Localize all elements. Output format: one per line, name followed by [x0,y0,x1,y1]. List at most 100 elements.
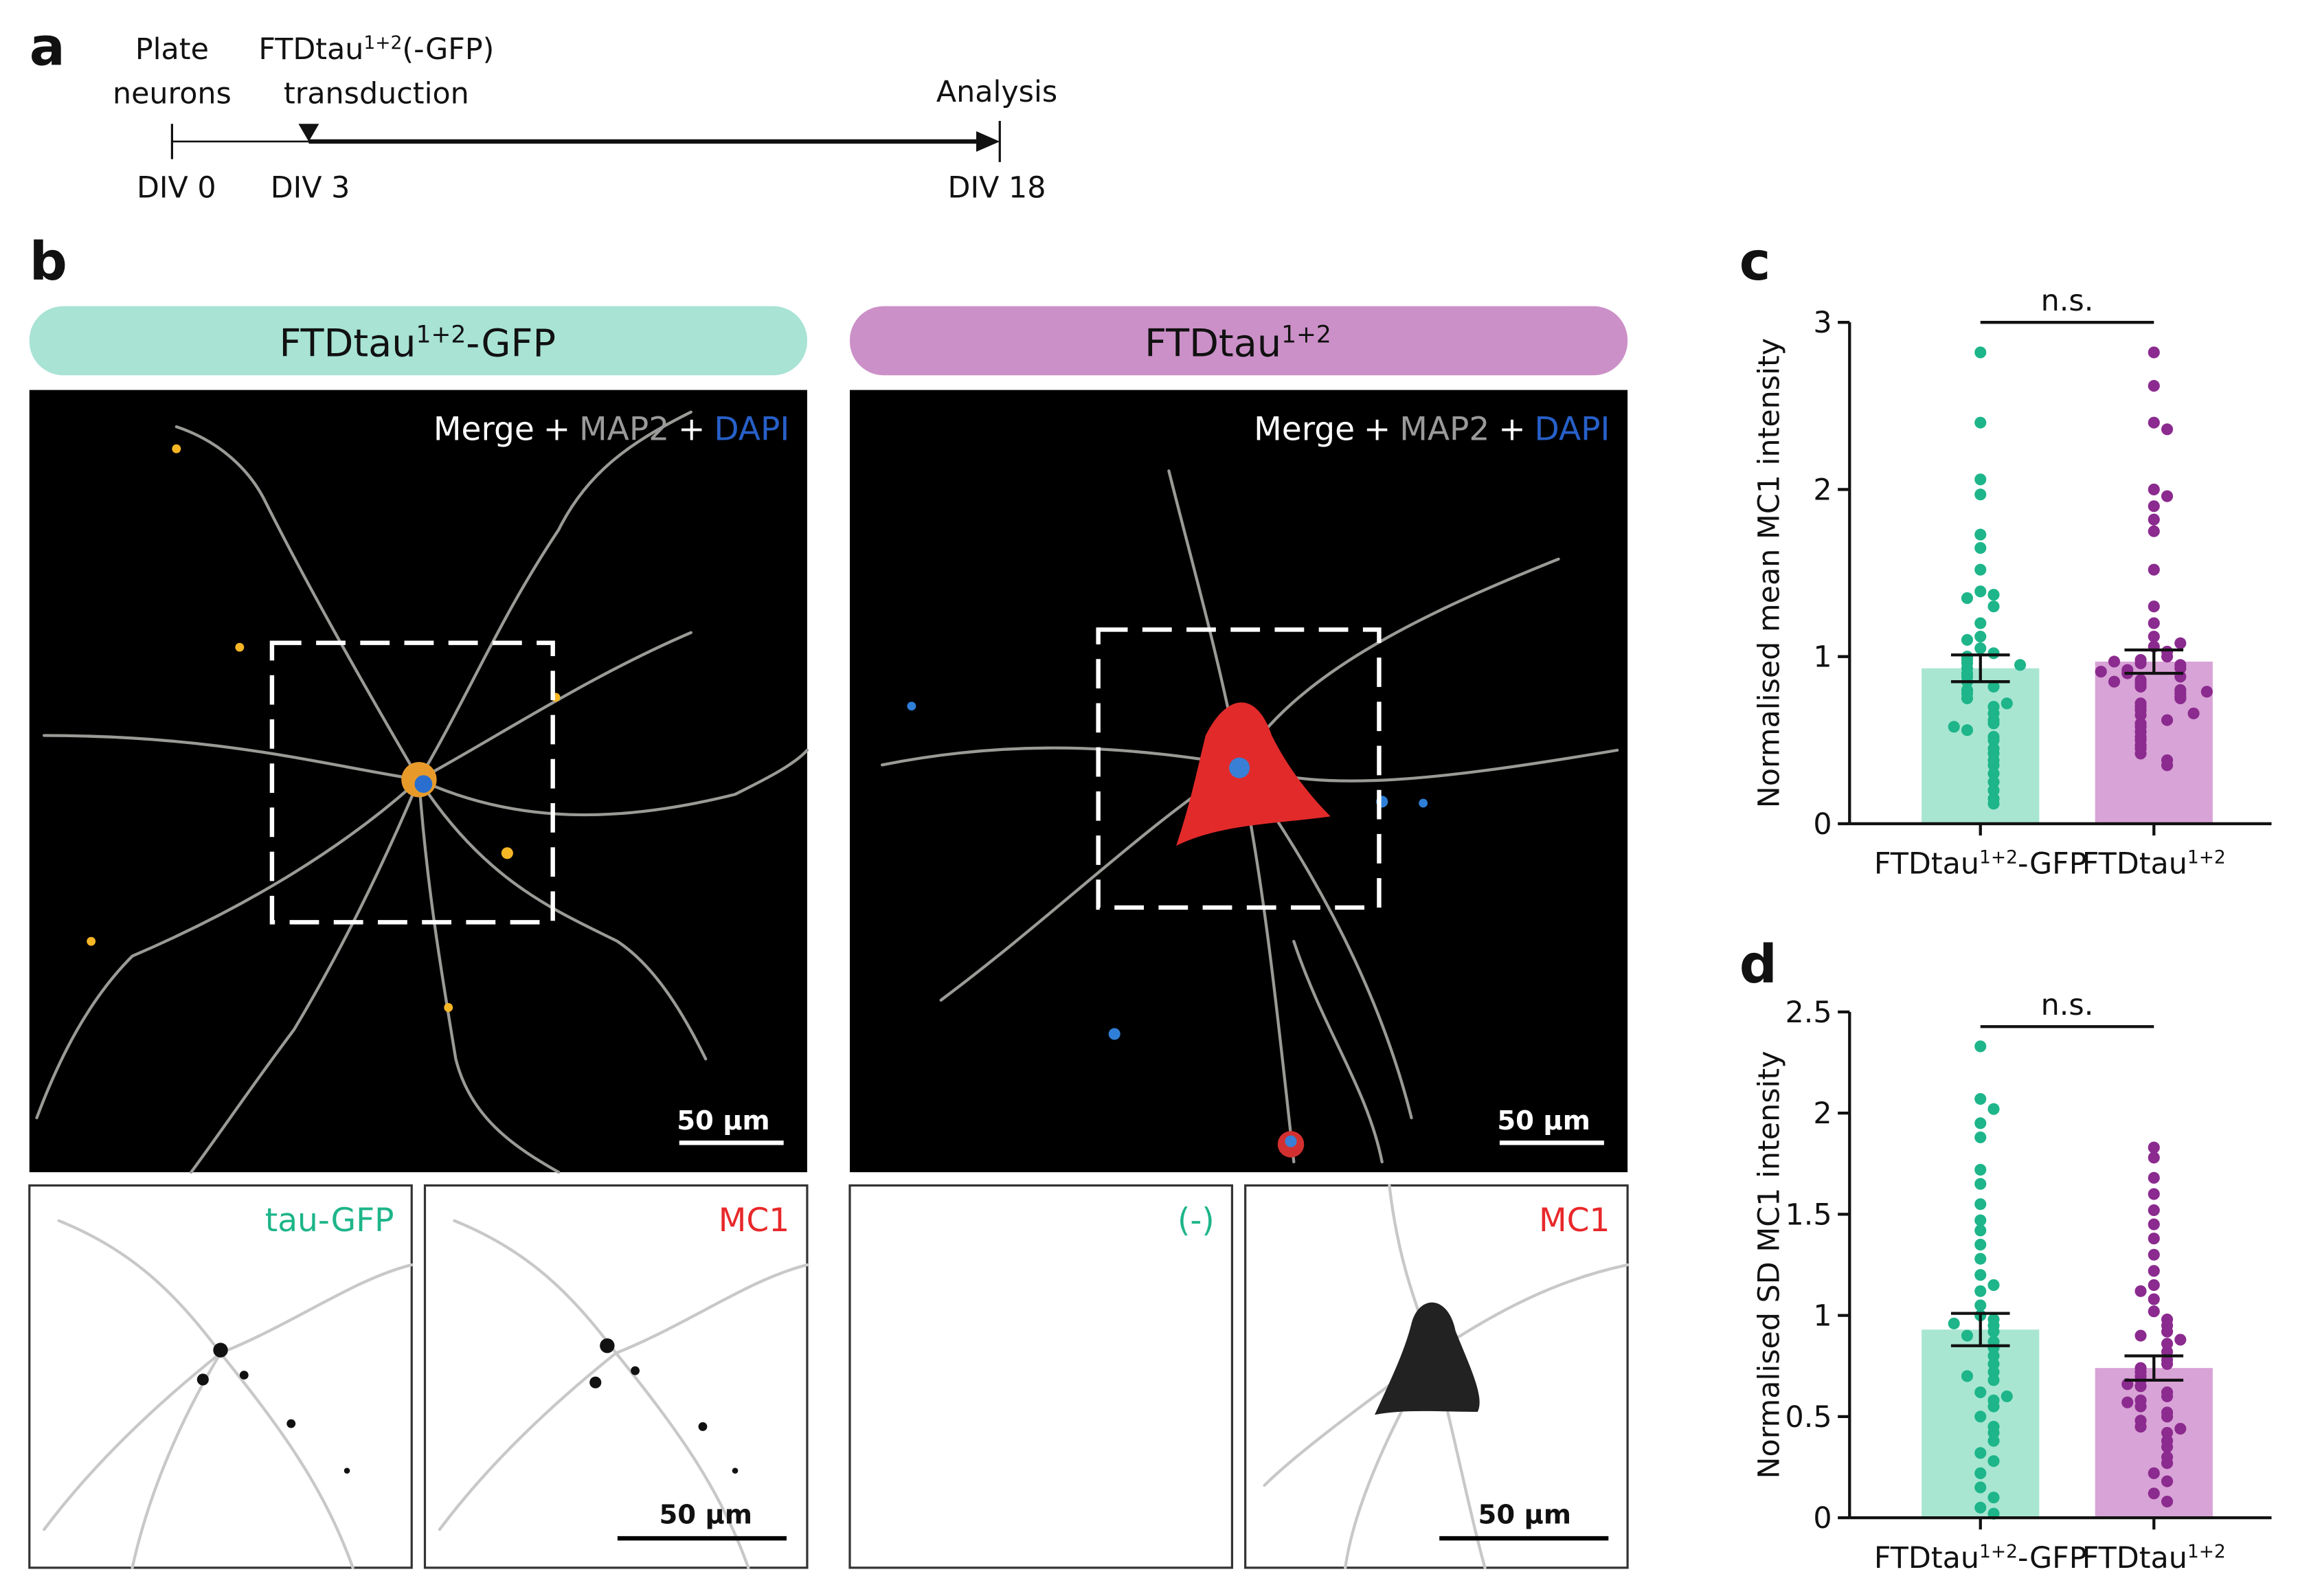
data-point [1987,1435,2000,1447]
data-point [2108,675,2121,688]
data-point [1987,784,2000,796]
x-tick-label-part: -GFP [2018,847,2087,881]
data-point [1974,1481,1987,1494]
y-tick-label: 3 [1813,306,1832,340]
x-tick-label-part: 1+2 [2187,1540,2226,1562]
y-tick-label: 1 [1813,640,1832,675]
scale-bar-label: 50 µm [1478,1500,1571,1531]
timeline-label-part: 1+2 [363,32,402,54]
data-point [2014,659,2027,671]
data-point [1987,1426,2000,1439]
data-point [1987,1349,2000,1362]
data-point [1974,1238,1987,1251]
condition-title-part: FTDtau [1145,321,1281,366]
data-point [1987,1358,2000,1370]
data-point [1987,1374,2000,1386]
data-point [2134,1400,2147,1413]
panel-label: a [30,16,65,78]
data-point [1974,1299,1987,1312]
data-point [1987,680,2000,693]
data-point [1987,589,2000,601]
data-point [2148,483,2160,495]
error-bar [2124,1354,2184,1382]
timeline-label: FTDtau1+2(-GFP) [258,32,494,67]
y-tick-label: 2.5 [1786,996,1832,1030]
merge-label-part: Merge [433,410,534,448]
merge-label: Merge + MAP2 + DAPI [433,410,789,448]
data-point [2187,707,2200,719]
x-tick-label-part: FTDtau [1874,847,1979,881]
data-point [1974,1410,1987,1423]
data-point [1974,542,1987,554]
timeline-day: DIV 0 [137,170,216,205]
data-point [2174,1334,2187,1346]
y-tick-label: 0.5 [1786,1400,1832,1435]
y-axis-label: Normalised SD MC1 intensity [1753,1050,1787,1479]
y-tick-label: 1.5 [1786,1198,1832,1232]
data-point [2148,600,2160,613]
data-point [1974,630,1987,643]
data-point [1974,1040,1987,1053]
data-point [2161,1475,2174,1487]
data-point [1974,1252,1987,1265]
data-point [2148,1141,2160,1154]
data-point [1987,767,2000,780]
merge-label-part: Merge [1254,410,1355,448]
timeline-day: DIV 18 [948,170,1046,205]
data-point [2174,662,2187,675]
data-point [1974,617,1987,629]
insets: 50 µm 50 µm [28,1184,1630,1569]
data-point [1961,724,1974,737]
data-point [1987,647,2000,660]
data-point [1974,1164,1987,1176]
merge-label-part: DAPI [1535,410,1610,448]
data-point [2121,1396,2134,1408]
data-point [2134,1421,2147,1433]
x-tick-label: FTDtau1+2-GFP [1874,1540,2087,1575]
data-point [2161,1410,2174,1423]
data-point [1974,473,1987,486]
data-point [2174,692,2187,705]
x-tick-label-part: 1+2 [1979,1540,2018,1562]
data-point [1948,721,1960,733]
condition-title-part: 1+2 [416,321,466,348]
y-tick-label: 1 [1813,1299,1832,1334]
data-point [1961,1370,1974,1382]
error-bar [1950,653,2010,684]
data-point [2148,380,2160,392]
data-point [2148,346,2160,359]
data-point [2148,617,2160,629]
channel-label: MC1 [1539,1202,1610,1239]
condition-title-part: -GFP [466,321,556,366]
data-point [2161,490,2174,502]
y-tick-label: 2 [1813,1097,1832,1131]
data-point [2161,1358,2174,1370]
data-point [1987,1279,2000,1291]
data-point [2161,1338,2174,1350]
merge-label-part: DAPI [714,410,789,448]
significance-label: n.s. [2041,284,2094,318]
scale-bar-label: 50 µm [660,1500,752,1531]
merge-label-part: + [678,410,705,448]
data-point [2134,709,2147,721]
condition-header [29,306,807,376]
data-point [2161,1426,2174,1439]
x-tick-label-part: FTDtau [2082,1541,2187,1575]
data-point [2134,657,2147,669]
condition-title-part: 1+2 [1281,321,1331,348]
bar [1922,668,2040,824]
data-point [1987,600,2000,613]
data-point [1974,346,1987,359]
timeline-day: DIV 3 [271,170,350,205]
y-tick-label: 0 [1813,1501,1832,1536]
x-tick-label-part: 1+2 [2187,846,2226,868]
merge-label-part: MAP2 [579,410,669,448]
y-tick-label: 2 [1813,473,1832,507]
x-tick-label-part: -GFP [2018,1541,2087,1575]
data-point [1948,1317,1960,1329]
data-point [1961,592,1974,605]
data-point [2148,1487,2160,1500]
data-point [2161,759,2174,772]
micrograph-gfp: 50 µm [29,390,809,1174]
